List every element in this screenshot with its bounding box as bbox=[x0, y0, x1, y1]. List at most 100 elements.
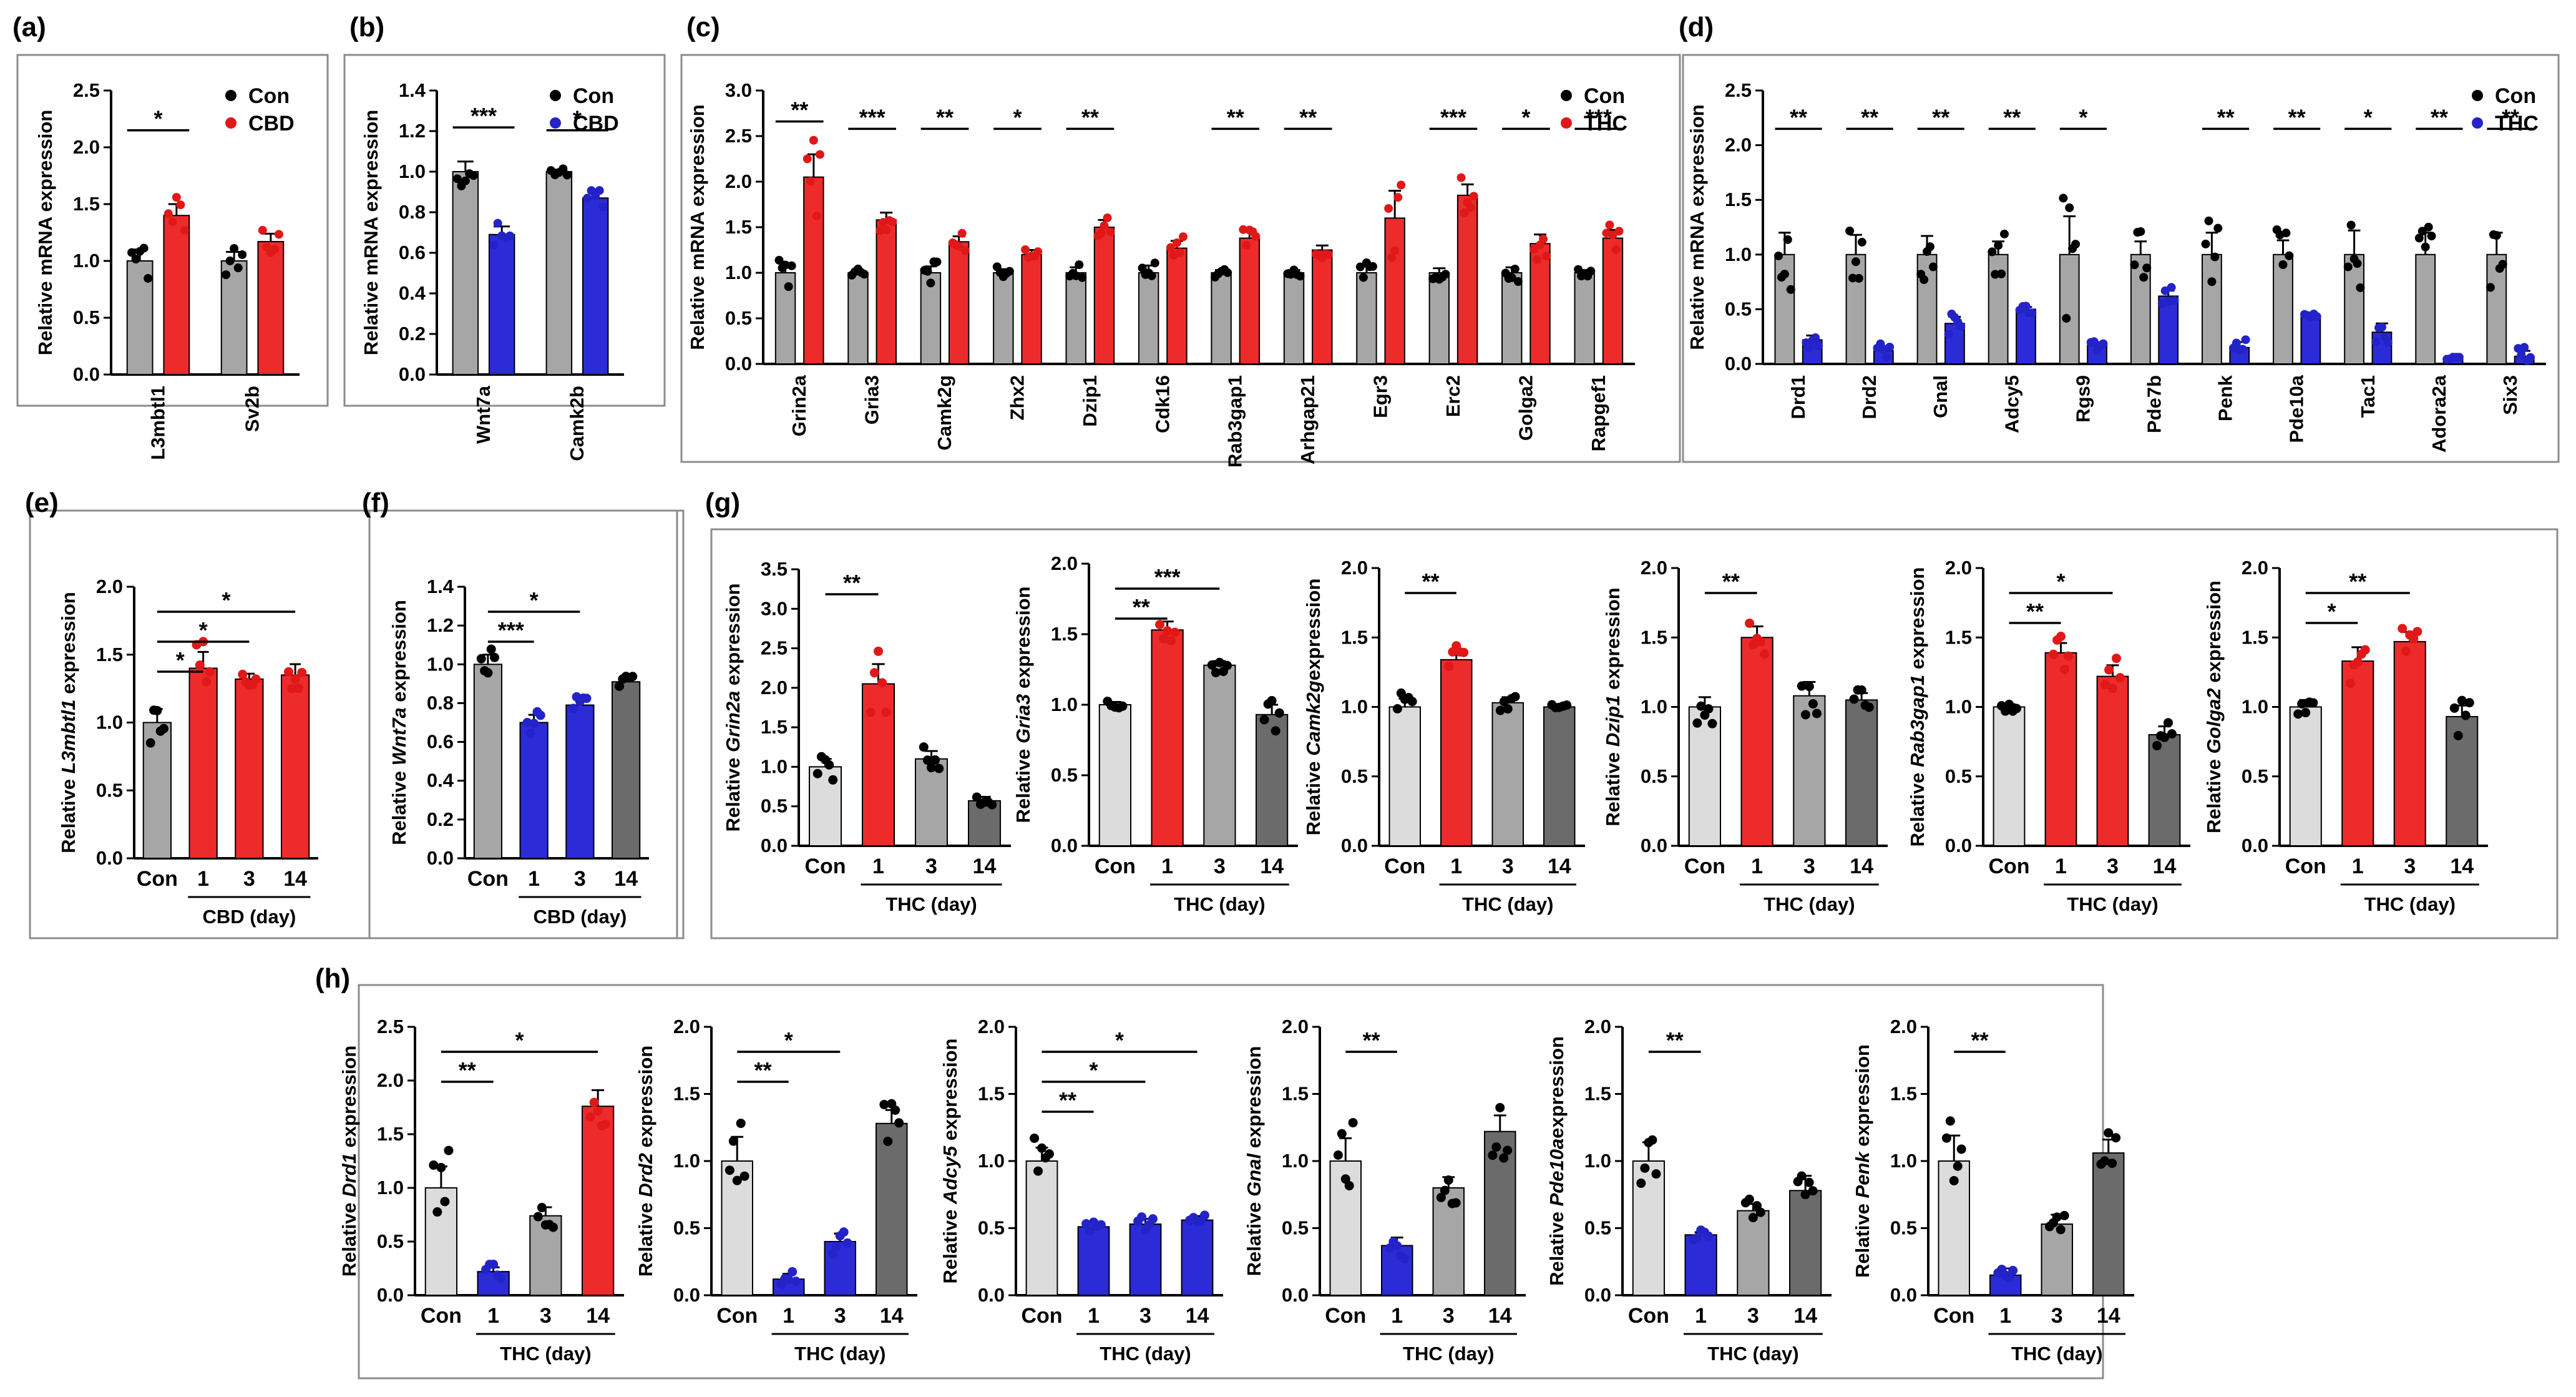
data-point bbox=[599, 202, 608, 212]
bar-1 bbox=[1151, 629, 1184, 846]
y-tick-label: 2.0 bbox=[1945, 557, 1972, 579]
panel-frame bbox=[1682, 54, 2560, 463]
significance-label: ** bbox=[843, 570, 861, 596]
data-point bbox=[452, 174, 462, 184]
data-point bbox=[2027, 308, 2037, 318]
data-point bbox=[2136, 227, 2145, 236]
significance-label: * bbox=[1115, 1027, 1124, 1053]
category-label: 14 bbox=[586, 1304, 610, 1328]
data-point bbox=[1172, 238, 1181, 247]
data-point bbox=[1333, 1150, 1343, 1160]
data-point bbox=[1466, 203, 1475, 212]
group-label: THC (day) bbox=[500, 1343, 591, 1365]
data-point bbox=[2449, 703, 2459, 713]
data-point bbox=[2464, 698, 2474, 708]
data-point bbox=[1611, 245, 1621, 254]
y-tick-label: 1.5 bbox=[673, 1083, 700, 1105]
significance-label: * bbox=[222, 587, 230, 613]
data-point bbox=[1651, 1169, 1661, 1179]
y-tick-label: 1.0 bbox=[1282, 1150, 1309, 1172]
data-point bbox=[496, 1273, 506, 1283]
data-point bbox=[1647, 1135, 1657, 1145]
significance-label: ** bbox=[2502, 104, 2519, 130]
y-tick-label: 1.0 bbox=[1725, 243, 1752, 265]
data-point bbox=[1805, 343, 1814, 352]
data-point bbox=[1574, 265, 1583, 274]
data-point bbox=[1387, 253, 1397, 262]
data-point bbox=[812, 211, 821, 220]
data-point bbox=[2107, 1159, 2117, 1169]
bar-con bbox=[1388, 706, 1421, 846]
y-tick-label: 1.5 bbox=[978, 1083, 1005, 1105]
group-label: THC (day) bbox=[1100, 1343, 1191, 1365]
data-point bbox=[2343, 262, 2353, 272]
data-point bbox=[1562, 700, 1572, 710]
y-tick-label: 1.4 bbox=[427, 576, 454, 597]
data-point bbox=[1944, 330, 1953, 339]
category-label: 14 bbox=[2097, 1304, 2120, 1328]
y-tick-label: 1.2 bbox=[399, 120, 426, 142]
y-tick-label: 1.0 bbox=[96, 712, 123, 733]
data-point bbox=[1348, 1118, 1358, 1128]
y-tick-label: 1.0 bbox=[673, 1150, 700, 1172]
category-label: Tac1 bbox=[2357, 375, 2379, 418]
bar-rab3gap1-thc bbox=[1239, 237, 1261, 365]
y-tick-label: 1.5 bbox=[73, 193, 100, 215]
data-point bbox=[1274, 708, 1284, 718]
data-point bbox=[1392, 703, 1402, 713]
y-axis-label: Relative Gria3 expression bbox=[1012, 586, 1034, 823]
data-point bbox=[2008, 1265, 2018, 1275]
data-point bbox=[2356, 283, 2365, 292]
bar-1 bbox=[519, 722, 549, 859]
legend-label: THC bbox=[2495, 112, 2539, 135]
y-tick-label: 2.0 bbox=[1282, 1016, 1309, 1037]
data-point bbox=[1214, 657, 1224, 667]
category-label: Con bbox=[1684, 855, 1725, 878]
data-point bbox=[728, 1136, 738, 1146]
bar-egr3-thc bbox=[1384, 217, 1405, 365]
data-point bbox=[1864, 702, 1874, 712]
chart-g1: 0.0 0.5 1.0 1.5 2.0 2.5 3.0 3.5 Relative Grin2a … bbox=[722, 558, 1011, 915]
data-point bbox=[595, 186, 604, 195]
data-point bbox=[1800, 1190, 1810, 1200]
data-point bbox=[1037, 1143, 1046, 1153]
data-point bbox=[2021, 301, 2031, 311]
category-label: 3 bbox=[2107, 855, 2119, 878]
legend-marker bbox=[550, 117, 561, 129]
data-point bbox=[1851, 257, 1860, 267]
y-tick-label: 1.0 bbox=[427, 653, 454, 675]
data-point bbox=[2167, 283, 2176, 292]
data-point bbox=[2520, 343, 2529, 352]
data-point bbox=[202, 677, 212, 687]
data-point bbox=[1106, 227, 1115, 237]
data-point bbox=[2163, 718, 2173, 728]
data-point bbox=[1459, 647, 1469, 657]
data-point bbox=[1848, 273, 1858, 283]
category-label: 14 bbox=[283, 867, 307, 891]
y-axis-label: Relative Rab3gap1 expression bbox=[1906, 567, 1928, 847]
data-point bbox=[788, 1267, 798, 1277]
data-point bbox=[152, 705, 162, 715]
data-point bbox=[1118, 701, 1128, 711]
data-point bbox=[1392, 1241, 1402, 1251]
data-point bbox=[1605, 220, 1614, 230]
bar-3 bbox=[2393, 640, 2426, 847]
y-tick-label: 1.5 bbox=[96, 644, 123, 665]
bar-rapgef1-thc bbox=[1602, 237, 1624, 365]
significance-label: ** bbox=[1790, 104, 1807, 130]
data-point bbox=[1928, 262, 1938, 272]
data-point bbox=[2301, 708, 2311, 718]
legend-label: Con bbox=[573, 84, 614, 108]
data-point bbox=[593, 1106, 603, 1116]
data-point bbox=[274, 230, 283, 239]
y-tick-label: 0.0 bbox=[725, 353, 752, 375]
data-point bbox=[2062, 313, 2071, 323]
bar-zhx2-thc bbox=[1021, 253, 1042, 365]
data-point bbox=[222, 270, 231, 280]
data-point bbox=[1259, 715, 1269, 725]
y-axis-label: Relative Golga2 expression bbox=[2203, 581, 2225, 833]
panel-label: (e) bbox=[25, 488, 59, 518]
bar-egr3-con bbox=[1356, 272, 1377, 365]
bar-rab3gap1-con bbox=[1211, 272, 1232, 365]
y-tick-label: 0.5 bbox=[673, 1217, 700, 1239]
